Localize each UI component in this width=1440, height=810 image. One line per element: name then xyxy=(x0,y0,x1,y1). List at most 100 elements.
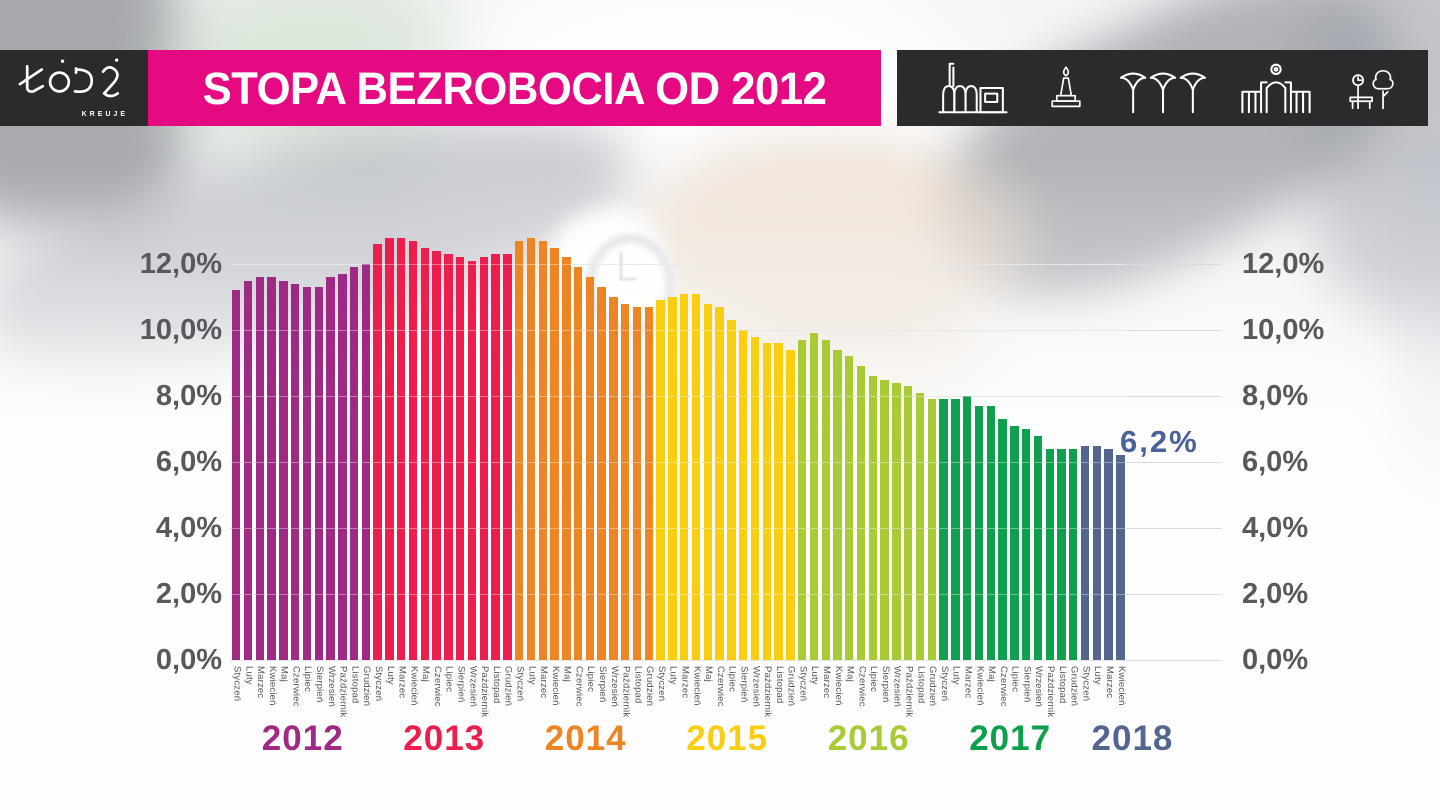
bar xyxy=(927,399,936,660)
month-label: Lipiec xyxy=(302,666,314,693)
bar xyxy=(786,349,795,660)
bar xyxy=(856,366,866,660)
bar xyxy=(727,320,736,660)
gridline-overlay xyxy=(232,594,1126,595)
bar xyxy=(1116,455,1125,660)
bar xyxy=(715,306,724,660)
bar xyxy=(514,240,524,660)
bar xyxy=(904,386,913,660)
bar xyxy=(573,267,583,660)
month-label: Lipiec xyxy=(726,666,738,693)
bar xyxy=(632,306,642,660)
bar xyxy=(585,277,595,660)
month-label: Marzec xyxy=(821,666,832,699)
bar xyxy=(290,283,300,660)
month-label: Sierpień xyxy=(455,666,467,703)
bar xyxy=(880,379,889,660)
bar xyxy=(491,254,500,660)
bar xyxy=(821,339,830,660)
bar xyxy=(1010,425,1019,660)
month-label: Listopad xyxy=(632,666,644,704)
month-label: Styczeń xyxy=(231,666,243,702)
bar xyxy=(656,300,665,660)
month-label: Luty xyxy=(1092,666,1104,685)
y-axis-label-left: 2,0% xyxy=(155,578,222,610)
month-label: Sierpień xyxy=(879,666,891,703)
month-label: Marzec xyxy=(255,666,267,699)
bar xyxy=(408,240,418,660)
month-label: Październik xyxy=(620,666,632,718)
bar xyxy=(550,247,559,660)
month-label: Sierpień xyxy=(1021,666,1033,703)
y-axis-label-left: 8,0% xyxy=(155,380,222,412)
month-label: Marzec xyxy=(538,666,550,699)
bar xyxy=(750,336,760,660)
y-axis-label-left: 4,0% xyxy=(155,512,222,544)
month-label: Czerwiec xyxy=(997,666,1009,707)
bar xyxy=(326,277,335,660)
month-label: Grudzień xyxy=(927,666,939,707)
bar xyxy=(1069,448,1078,660)
month-label: Sierpień xyxy=(596,666,608,703)
logo-tagline: KREUJE xyxy=(81,111,128,118)
month-label: Grudzień xyxy=(1068,666,1080,707)
page-title: STOPA BEZROBOCIA OD 2012 xyxy=(202,63,827,114)
month-label: Styczeń xyxy=(1080,666,1092,702)
bar xyxy=(892,382,901,660)
gridline xyxy=(230,528,1222,529)
month-label: Październik xyxy=(337,666,349,718)
bar xyxy=(691,293,701,660)
bar xyxy=(538,240,547,660)
lodz-logo: KREUJE xyxy=(0,50,148,126)
month-label: Październik xyxy=(762,666,774,718)
bar xyxy=(314,287,323,660)
bar xyxy=(1033,435,1043,660)
bar xyxy=(420,247,430,660)
month-label: Maj xyxy=(561,666,573,682)
month-label: Listopad xyxy=(915,666,927,704)
month-label: Wrzesień xyxy=(750,666,762,708)
bar xyxy=(444,254,453,660)
year-label: 2014 xyxy=(544,719,627,758)
bar xyxy=(503,254,512,660)
bar xyxy=(597,287,606,660)
month-label: Luty xyxy=(526,666,538,685)
canopy-columns-icon xyxy=(1119,72,1206,114)
month-label: Styczeń xyxy=(372,666,384,702)
month-label: Marzec xyxy=(396,666,408,699)
bar xyxy=(762,343,771,660)
month-label: Kwiecień xyxy=(1115,666,1127,706)
gridline-overlay xyxy=(232,528,1126,529)
bar xyxy=(232,290,241,660)
bar xyxy=(255,277,264,660)
month-label: Listopad xyxy=(490,666,502,704)
month-label: Maj xyxy=(844,666,856,682)
bar xyxy=(986,405,995,660)
month-label: Wrzesień xyxy=(467,666,479,708)
bar xyxy=(397,237,406,660)
month-label: Lipiec xyxy=(443,666,455,693)
bar xyxy=(998,419,1007,660)
bar xyxy=(373,244,382,660)
last-value-label: 6,2% xyxy=(1120,424,1199,459)
month-label: Sierpień xyxy=(738,666,750,703)
gridline-overlay xyxy=(232,330,1126,331)
month-label: Lipiec xyxy=(585,666,597,693)
year-label: 2017 xyxy=(969,719,1052,758)
month-label: Listopad xyxy=(1056,666,1068,704)
month-label: Kwiecień xyxy=(266,666,278,706)
month-label: Grudzień xyxy=(502,666,514,707)
bar xyxy=(349,267,359,660)
month-label: Październik xyxy=(1045,666,1056,718)
bar xyxy=(302,287,312,660)
park-icon xyxy=(1349,69,1394,110)
month-label: Lipiec xyxy=(1009,666,1021,693)
title-banner: STOPA BEZROBOCIA OD 2012 xyxy=(148,50,881,126)
month-label: Sierpień xyxy=(314,666,326,703)
bar xyxy=(621,303,630,660)
bar xyxy=(1057,448,1066,660)
y-axis-label-right: 4,0% xyxy=(1242,512,1309,544)
year-label: 2016 xyxy=(827,719,910,758)
